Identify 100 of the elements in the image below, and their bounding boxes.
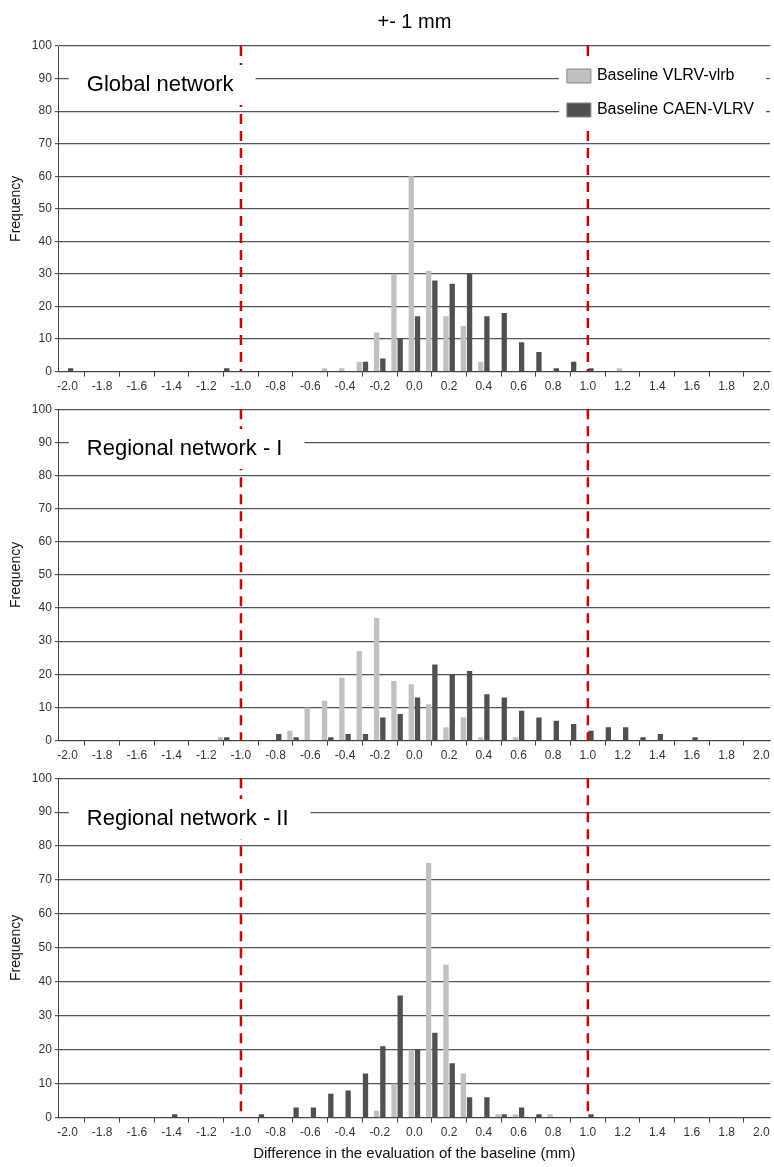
x-tick-label: 0.0: [406, 748, 424, 763]
x-tick-label: -1.6: [126, 379, 148, 394]
x-tick-label: 1.6: [683, 1125, 701, 1140]
y-tick-label: 100: [31, 401, 53, 416]
x-tick-label: -2.0: [57, 1125, 79, 1140]
x-tick-label: 0.8: [544, 379, 562, 394]
x-tick-label: 1.0: [579, 748, 597, 763]
x-tick-label: 1.8: [718, 748, 736, 763]
y-tick-label: 70: [38, 500, 53, 515]
x-tick-label: -1.0: [230, 1125, 252, 1140]
x-tick-label: 0.4: [475, 1125, 493, 1140]
y-tick-label: 50: [38, 567, 53, 582]
x-tick-label: 0.6: [510, 379, 528, 394]
x-axis-title: Difference in the evaluation of the baseline (mm): [253, 1144, 576, 1162]
x-tick-label: -1.6: [126, 748, 148, 763]
x-tick-label: 1.2: [614, 379, 632, 394]
x-tick-label: 0.8: [544, 748, 562, 763]
x-tick-label: -1.2: [195, 748, 217, 763]
y-tick-label: 10: [38, 699, 53, 714]
text: +- 1 mm: [377, 9, 452, 32]
x-tick-label: 2.0: [752, 1125, 770, 1140]
y-tick-label: 60: [38, 168, 53, 183]
y-axis-title: Frequency: [7, 914, 24, 981]
y-tick-label: 70: [38, 135, 53, 150]
legend-label: Baseline CAEN-VLRV: [596, 100, 755, 118]
y-tick-label: 20: [38, 1042, 53, 1057]
x-tick-label: -1.2: [195, 379, 217, 394]
x-tick-label: -1.8: [91, 1125, 113, 1140]
x-tick-label: 1.6: [683, 379, 701, 394]
y-tick-label: 80: [38, 103, 53, 118]
y-tick-label: 50: [38, 201, 53, 216]
x-tick-label: 1.2: [614, 1125, 632, 1140]
x-tick-label: 0.8: [544, 1125, 562, 1140]
x-tick-label: 1.0: [579, 1125, 597, 1140]
x-tick-label: -1.0: [230, 379, 252, 394]
y-tick-label: 0: [45, 363, 53, 378]
x-tick-label: -0.4: [334, 748, 356, 763]
y-tick-label: 40: [38, 233, 53, 248]
x-tick-label: 1.6: [683, 748, 701, 763]
x-tick-label: -0.8: [265, 748, 287, 763]
x-tick-label: 0.4: [475, 379, 493, 394]
x-tick-label: 1.4: [648, 1125, 666, 1140]
y-tick-label: 20: [38, 298, 53, 313]
y-tick-label: 40: [38, 974, 53, 989]
y-tick-label: 70: [38, 872, 53, 887]
x-tick-label: -1.8: [91, 379, 113, 394]
text: Global network: [86, 71, 235, 97]
x-tick-label: 1.0: [579, 379, 597, 394]
x-tick-label: -1.8: [91, 748, 113, 763]
x-tick-label: -0.8: [265, 1125, 287, 1140]
x-tick-label: 0.2: [440, 379, 458, 394]
x-tick-label: -1.4: [161, 379, 183, 394]
y-tick-label: 50: [38, 940, 53, 955]
y-tick-label: 0: [45, 732, 53, 747]
y-tick-label: 0: [45, 1109, 53, 1124]
x-tick-label: 1.8: [718, 1125, 736, 1140]
y-tick-label: 80: [38, 467, 53, 482]
x-tick-label: 1.4: [648, 379, 666, 394]
x-tick-label: 1.8: [718, 379, 736, 394]
x-tick-label: 0.6: [510, 1125, 528, 1140]
x-tick-label: -0.2: [369, 379, 391, 394]
y-tick-label: 30: [38, 633, 53, 648]
y-tick-label: 90: [38, 70, 53, 85]
x-tick-label: 1.2: [614, 748, 632, 763]
x-tick-label: -0.2: [369, 748, 391, 763]
x-tick-label: -0.4: [334, 379, 356, 394]
y-tick-label: 100: [31, 770, 53, 785]
y-tick-label: 30: [38, 266, 53, 281]
y-tick-label: 40: [38, 600, 53, 615]
x-tick-label: 0.0: [406, 379, 424, 394]
y-tick-label: 60: [38, 534, 53, 549]
x-tick-label: -1.2: [195, 1125, 217, 1140]
y-tick-label: 10: [38, 331, 53, 346]
x-tick-label: -1.6: [126, 1125, 148, 1140]
y-tick-label: 30: [38, 1008, 53, 1023]
legend-label: Baseline VLRV-vlrb: [596, 66, 735, 84]
text: Regional network - I: [86, 435, 283, 461]
y-tick-label: 20: [38, 666, 53, 681]
x-tick-label: -0.6: [299, 748, 321, 763]
x-tick-label: 2.0: [752, 748, 770, 763]
x-tick-label: -0.8: [265, 379, 287, 394]
x-tick-label: -0.6: [299, 379, 321, 394]
y-axis-title: Frequency: [7, 175, 24, 242]
y-axis-title: Frequency: [7, 541, 24, 608]
x-tick-label: 0.2: [440, 1125, 458, 1140]
x-tick-label: -0.6: [299, 1125, 321, 1140]
y-tick-label: 90: [38, 434, 53, 449]
y-tick-label: 60: [38, 906, 53, 921]
x-tick-label: 0.6: [510, 748, 528, 763]
x-tick-label: -2.0: [57, 748, 79, 763]
x-tick-label: 0.0: [406, 1125, 424, 1140]
x-tick-label: -0.2: [369, 1125, 391, 1140]
x-tick-label: 0.2: [440, 748, 458, 763]
x-tick-label: -0.4: [334, 1125, 356, 1140]
x-tick-label: -1.0: [230, 748, 252, 763]
y-tick-label: 80: [38, 838, 53, 853]
x-tick-label: 2.0: [752, 379, 770, 394]
y-tick-label: 100: [31, 38, 53, 53]
text: Regional network - II: [86, 804, 289, 830]
y-tick-label: 10: [38, 1075, 53, 1090]
